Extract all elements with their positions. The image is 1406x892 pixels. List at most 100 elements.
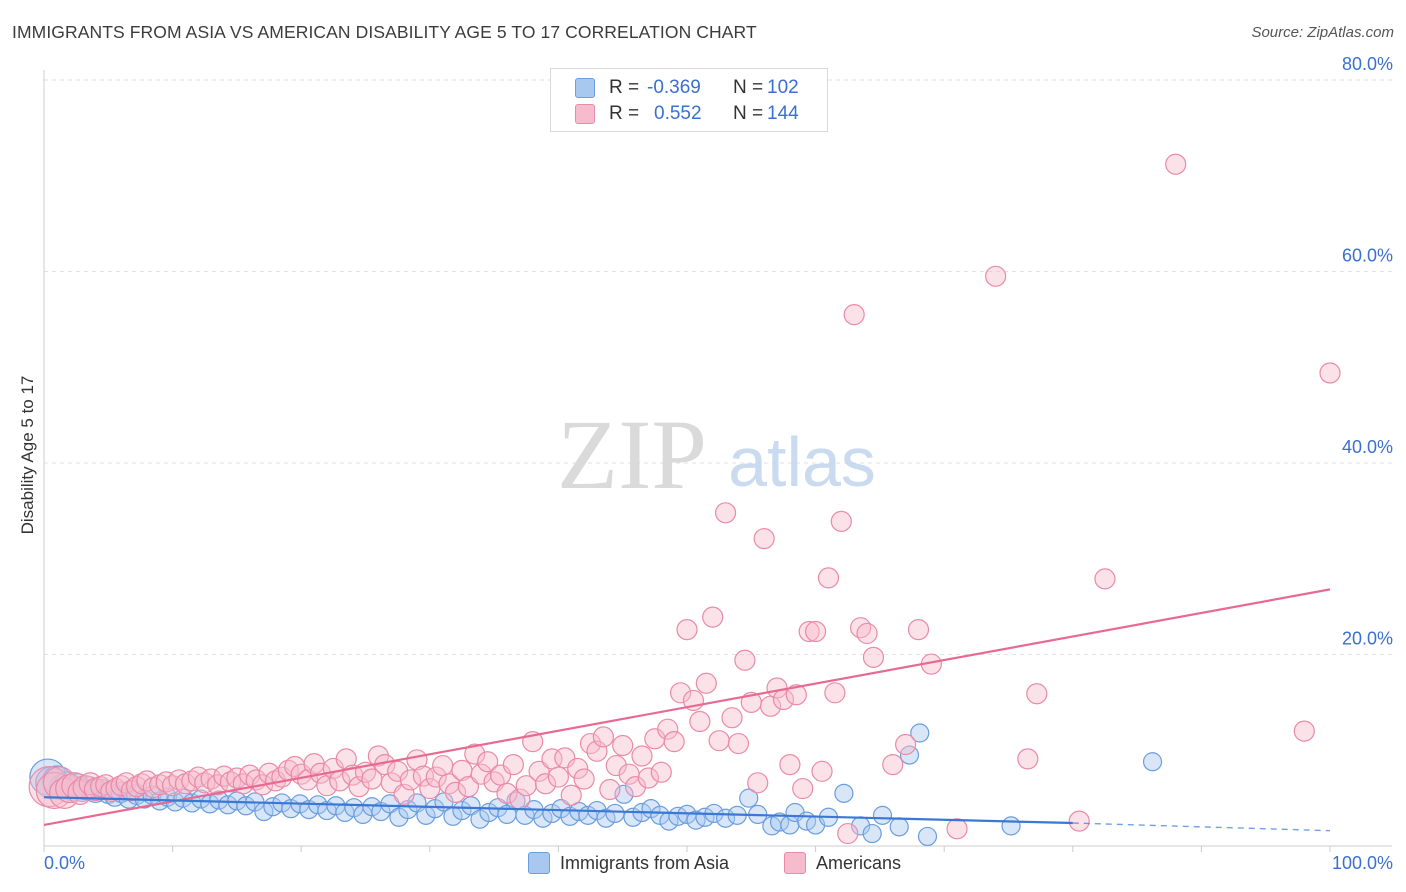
data-point-americans	[843, 303, 865, 326]
trend-lines	[43, 588, 1331, 832]
data-point-americans	[477, 751, 499, 773]
tick-labels: 20.0% 40.0% 60.0% 80.0% 0.0% 100.0%	[44, 54, 1393, 873]
data-point-americans	[1017, 748, 1039, 770]
data-point-americans	[444, 781, 467, 803]
data-point-immigrants-from-asia	[910, 723, 930, 743]
legend-n-value: 144	[767, 103, 799, 124]
data-point-americans	[592, 726, 615, 748]
legend-r-value: -0.369	[647, 77, 701, 98]
correlation-legend: R = -0.369 N = 102 R = 0.552 N = 144	[550, 68, 828, 132]
data-point-immigrants-from-asia	[1142, 752, 1163, 772]
data-point-americans	[464, 743, 486, 765]
data-point-americans	[432, 754, 454, 777]
data-point-immigrants-from-asia	[889, 817, 909, 837]
data-point-americans	[1068, 810, 1090, 832]
grid-lines	[44, 79, 1392, 655]
watermark-atlas: atlas	[728, 423, 876, 501]
data-point-americans	[946, 818, 968, 840]
data-point-americans	[985, 265, 1007, 287]
data-point-americans	[207, 774, 229, 796]
bottom-legend-asia: Immigrants from Asia	[528, 852, 729, 874]
chart-title: IMMIGRANTS FROM ASIA VS AMERICAN DISABIL…	[12, 22, 757, 42]
data-point-americans	[907, 619, 930, 641]
data-point-americans	[425, 766, 447, 788]
bottom-legend-label-americans: Americans	[816, 852, 902, 873]
bottom-legend-swatch-americans	[784, 852, 806, 874]
data-point-americans	[708, 730, 730, 752]
data-point-americans	[528, 760, 550, 782]
y-tick-label: 40.0%	[1342, 437, 1393, 457]
x-tick-label-max: 100.0%	[1332, 853, 1393, 873]
data-point-americans	[804, 620, 827, 643]
data-point-americans	[830, 510, 852, 533]
bottom-legend-americans: Americans	[784, 852, 901, 874]
data-point-americans	[714, 502, 737, 524]
watermark-zip: ZIP	[557, 399, 707, 510]
data-point-americans	[669, 682, 692, 704]
source-label: Source: ZipAtlas.com	[1251, 24, 1394, 41]
data-point-americans	[367, 745, 389, 767]
data-point-americans	[35, 771, 73, 810]
data-point-americans	[1293, 720, 1315, 742]
legend-r-label: R =	[609, 103, 640, 124]
legend-n-label: N =	[733, 77, 764, 98]
data-point-americans	[824, 682, 846, 704]
legend-row-asia: R = -0.369 N = 102	[575, 77, 799, 99]
data-point-americans	[837, 822, 859, 845]
data-point-americans	[1165, 153, 1187, 175]
legend-row-americans: R = 0.552 N = 144	[575, 103, 799, 125]
data-point-immigrants-from-asia	[862, 823, 882, 844]
y-tick-label: 60.0%	[1342, 246, 1393, 266]
data-point-americans	[637, 767, 660, 789]
data-point-americans	[605, 754, 627, 777]
data-point-americans	[895, 733, 917, 756]
legend-swatch-asia	[575, 78, 595, 98]
data-point-americans	[689, 710, 711, 733]
data-point-immigrants-from-asia	[452, 800, 472, 821]
data-point-americans	[856, 622, 878, 645]
data-point-americans	[387, 760, 409, 782]
series-americans	[28, 153, 1341, 845]
data-point-americans	[1026, 683, 1048, 705]
data-point-americans	[534, 773, 557, 795]
data-point-americans	[470, 763, 492, 785]
x-tick-label-min: 0.0%	[44, 853, 85, 873]
data-point-americans	[502, 754, 524, 776]
data-point-americans	[496, 782, 518, 804]
data-point-immigrants-from-asia	[917, 826, 938, 847]
data-point-americans	[753, 528, 775, 550]
data-point-americans	[663, 731, 685, 753]
data-point-americans	[657, 718, 679, 740]
data-point-americans	[624, 776, 647, 798]
data-point-americans	[650, 761, 672, 783]
data-point-americans	[136, 770, 158, 792]
y-tick-label: 80.0%	[1342, 54, 1393, 74]
data-point-americans	[721, 707, 743, 729]
data-point-americans	[573, 768, 595, 790]
data-point-immigrants-from-asia	[596, 808, 616, 828]
data-point-americans	[811, 760, 833, 782]
data-point-americans	[798, 620, 820, 643]
y-tick-label: 20.0%	[1342, 629, 1393, 649]
legend-swatch-americans	[575, 104, 595, 124]
data-point-americans	[695, 672, 717, 694]
axes	[43, 70, 1392, 852]
data-point-americans	[567, 757, 589, 780]
trend-line-americans	[43, 588, 1331, 827]
legend-n-label: N =	[733, 103, 764, 124]
data-point-immigrants-from-asia	[1001, 816, 1021, 836]
data-point-americans	[850, 617, 872, 639]
data-point-immigrants-from-asia	[872, 805, 893, 825]
data-point-americans	[399, 769, 422, 791]
data-point-americans	[785, 684, 807, 706]
legend-r-value: 0.552	[654, 103, 702, 124]
data-point-americans	[560, 784, 582, 806]
data-point-americans	[631, 745, 653, 767]
data-point-immigrants-from-asia	[605, 803, 625, 824]
data-point-immigrants-from-asia	[739, 788, 759, 808]
data-point-americans	[612, 734, 634, 757]
legend-n-value: 102	[767, 77, 799, 98]
legend-r-label: R =	[609, 77, 640, 98]
data-point-americans	[747, 772, 769, 794]
